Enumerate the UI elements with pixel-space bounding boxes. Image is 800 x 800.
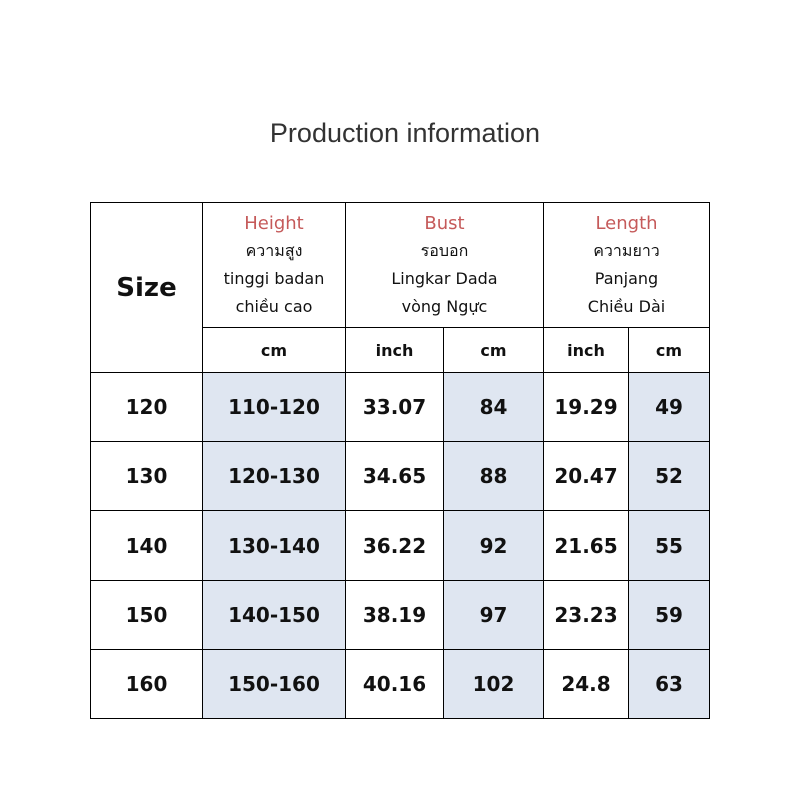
cell-value: 24.8 [561, 672, 611, 696]
cell-value: 102 [472, 672, 515, 696]
cell-value: 36.22 [362, 533, 427, 558]
group-label: รอบอก [420, 240, 469, 260]
table-cell: 102 [443, 649, 544, 719]
table-cell: 52 [628, 441, 710, 511]
table-cell: 19.29 [543, 372, 629, 442]
cell-value: 92 [479, 533, 508, 558]
unit-cell: inch [543, 327, 629, 373]
table-cell: 33.07 [345, 372, 444, 442]
group-header-cell: Bust รอบอก Lingkar Dada vòng Ngực [345, 202, 544, 328]
cell-value: 55 [655, 533, 683, 558]
table-cell: 21.65 [543, 510, 629, 581]
table-cell: 34.65 [345, 441, 444, 511]
cell-value: 97 [479, 603, 508, 627]
cell-value: 130 [125, 464, 168, 488]
unit-label: cm [480, 340, 507, 360]
group-label: tinggi badan [223, 268, 325, 288]
cell-value: 23.23 [554, 603, 618, 627]
group-name: Bust [424, 212, 465, 234]
cell-value: 84 [479, 395, 508, 419]
cell-value: 21.65 [554, 533, 618, 558]
cell-value: 160 [125, 672, 168, 696]
cell-value: 150-160 [228, 672, 320, 696]
page-title: Production information [269, 118, 541, 148]
cell-value: 110-120 [228, 395, 320, 419]
unit-cell: cm [202, 327, 346, 373]
cell-value: 140-150 [228, 603, 320, 627]
table-cell: 150 [90, 580, 203, 650]
cell-value: 140 [125, 533, 168, 558]
cell-value: 20.47 [554, 464, 618, 488]
table-cell: 36.22 [345, 510, 444, 581]
cell-value: 63 [655, 672, 683, 696]
table-cell: 88 [443, 441, 544, 511]
cell-value: 88 [479, 464, 508, 488]
table-cell: 140 [90, 510, 203, 581]
unit-cell: inch [345, 327, 444, 373]
size-header: Size [116, 272, 177, 303]
group-header-cell: Length ความยาว Panjang Chiều Dài [543, 202, 710, 328]
table-cell: 23.23 [543, 580, 629, 650]
table-cell: 120 [90, 372, 203, 442]
table-cell: 130-140 [202, 510, 346, 581]
unit-label: inch [567, 340, 605, 360]
table-cell: 49 [628, 372, 710, 442]
table-cell: 130 [90, 441, 203, 511]
unit-label: inch [375, 340, 414, 360]
cell-value: 38.19 [362, 603, 427, 627]
unit-cell: cm [443, 327, 544, 373]
group-label: ความยาว [593, 240, 660, 260]
group-label: Panjang [594, 268, 659, 288]
group-label: ความสูง [245, 240, 303, 260]
group-label: vòng Ngực [401, 296, 488, 316]
group-label: Chiều Dài [587, 296, 666, 316]
table-cell: 55 [628, 510, 710, 581]
table-cell: 59 [628, 580, 710, 650]
table-cell: 140-150 [202, 580, 346, 650]
group-name: Height [244, 212, 304, 234]
cell-value: 120 [125, 395, 168, 419]
cell-value: 49 [655, 395, 683, 419]
unit-label: cm [260, 340, 288, 360]
cell-value: 19.29 [554, 395, 618, 419]
cell-value: 33.07 [362, 395, 427, 419]
table-cell: 120-130 [202, 441, 346, 511]
cell-value: 120-130 [228, 464, 320, 488]
table-cell: 38.19 [345, 580, 444, 650]
group-label: chiều cao [235, 296, 313, 316]
unit-label: cm [655, 340, 683, 360]
table-cell: 97 [443, 580, 544, 650]
table-cell: 63 [628, 649, 710, 719]
table-cell: 110-120 [202, 372, 346, 442]
group-name: Length [595, 212, 658, 234]
cell-value: 40.16 [362, 672, 427, 696]
table-cell: 24.8 [543, 649, 629, 719]
cell-value: 150 [125, 603, 168, 627]
table-cell: 40.16 [345, 649, 444, 719]
table-cell: 150-160 [202, 649, 346, 719]
table-cell: 160 [90, 649, 203, 719]
group-header-cell: Height ความสูง tinggi badan chiều cao [202, 202, 346, 328]
table-cell: 92 [443, 510, 544, 581]
cell-value: 130-140 [228, 533, 320, 558]
cell-value: 34.65 [362, 464, 427, 488]
group-label: Lingkar Dada [391, 268, 498, 288]
unit-cell: cm [628, 327, 710, 373]
cell-value: 52 [655, 464, 683, 488]
size-header-cell: Size [90, 202, 203, 373]
cell-value: 59 [655, 603, 683, 627]
table-cell: 20.47 [543, 441, 629, 511]
table-cell: 84 [443, 372, 544, 442]
